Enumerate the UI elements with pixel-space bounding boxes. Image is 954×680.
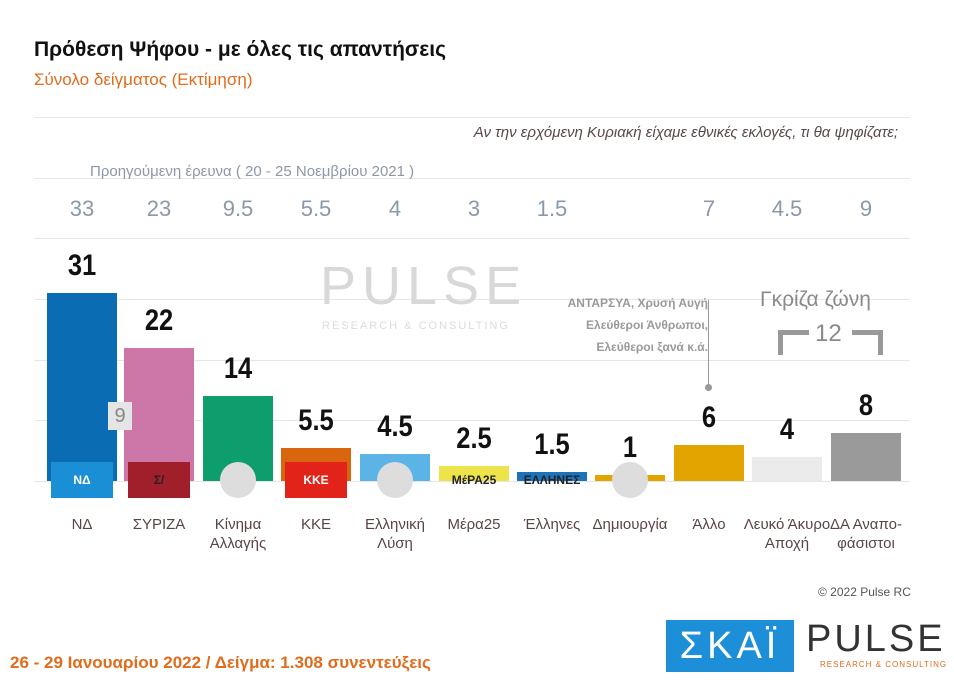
gridline — [34, 420, 910, 421]
gap-badge: 9 — [108, 402, 132, 430]
party-logo-icon: ΝΔ — [51, 462, 113, 498]
category-label: Ελληνική Λύση — [364, 516, 426, 552]
party-logo-icon: ΕΛΛΗΝΕΣ — [523, 473, 581, 487]
value-label: 4.5 — [377, 409, 413, 443]
previous-value: 4.5 — [771, 196, 803, 221]
category-label: ΚΚΕ — [300, 516, 331, 533]
grey-zone-value: 12 — [815, 320, 842, 347]
gridline — [34, 238, 910, 239]
category-label: Δημιουργία — [592, 516, 668, 533]
chart-title: Πρόθεση Ψήφου - με όλες τις απαντήσεις — [34, 38, 447, 61]
previous-value: 7 — [702, 196, 716, 221]
copyright: © 2022 Pulse RC — [818, 585, 911, 599]
bar — [674, 444, 744, 481]
pulse-watermark-sub: RESEARCH & CONSULTING — [322, 320, 510, 332]
category-label: Έλληνες — [523, 516, 581, 533]
note-line: ΑΝΤΑΡΣΥΑ, Χρυσή Αυγή — [567, 296, 708, 310]
bar — [517, 471, 587, 481]
baseline — [34, 481, 910, 482]
bracket-left-icon — [778, 330, 809, 355]
gridline — [34, 178, 910, 179]
gridline — [34, 299, 910, 300]
note-leader-dot — [705, 384, 712, 391]
bar — [47, 293, 117, 481]
bar — [124, 347, 194, 481]
category-label: ΣΥΡΙΖΑ — [132, 516, 186, 533]
party-logo-icon: ΜέΡΑ25 — [451, 473, 497, 487]
chart-subtitle: Σύνολο δείγματος (Εκτίμηση) — [34, 70, 253, 89]
survey-info: 26 - 29 Ιανουαρίου 2022 / Δείγμα: 1.308 … — [10, 653, 431, 672]
previous-value: 3 — [467, 196, 481, 221]
bar — [439, 465, 509, 481]
previous-value: 33 — [69, 196, 95, 221]
bar — [752, 456, 822, 481]
value-label: 6 — [701, 400, 717, 434]
bracket-right-icon — [852, 330, 883, 355]
party-logo-icon: ΚΚΕ — [285, 462, 347, 498]
note-line: Ελεύθεροι Άνθρωποι, — [586, 318, 708, 332]
previous-value: 9 — [859, 196, 873, 221]
grey-zone-label: Γκρίζα ζώνη — [760, 288, 871, 311]
bar — [831, 432, 901, 481]
note-leader-line — [708, 300, 709, 386]
gridline — [34, 117, 910, 118]
party-logo-icon — [769, 462, 805, 498]
pulse-logo-sub: RESEARCH & CONSULTING — [820, 660, 948, 669]
previous-survey-label: Προηγούμενη έρευνα ( 20 - 25 Νοεμβρίου 2… — [90, 163, 415, 180]
party-logo-icon — [612, 462, 648, 498]
category-label: ΔΑ Αναπο-φάσιστοι — [830, 516, 902, 552]
party-logo-icon: Σ/ — [128, 462, 190, 498]
note-line: Ελεύθεροι ξανά κ.ά. — [596, 340, 708, 354]
other-parties-note: ΑΝΤΑΡΣΥΑ, Χρυσή Αυγή Ελεύθεροι Άνθρωποι,… — [540, 292, 708, 358]
party-logo-icon — [220, 462, 256, 498]
value-label: 2.5 — [456, 421, 492, 455]
party-logo-icon — [848, 462, 884, 498]
previous-value: 1.5 — [536, 196, 568, 221]
category-label: ΝΔ — [71, 516, 93, 533]
value-label: 5.5 — [298, 403, 334, 437]
party-logo-icon — [691, 462, 727, 498]
value-label: 1.5 — [534, 427, 570, 461]
previous-value: 4 — [388, 196, 402, 221]
party-logo-icon — [377, 462, 413, 498]
value-label: 31 — [67, 249, 97, 283]
category-label: Λευκό Άκυρο Αποχή — [743, 516, 831, 552]
value-label: 4 — [779, 412, 795, 446]
previous-value: 5.5 — [300, 196, 332, 221]
survey-question: Αν την ερχόμενη Κυριακή είχαμε εθνικές ε… — [473, 124, 898, 141]
gridline — [34, 360, 910, 361]
category-label: Μέρα25 — [447, 516, 501, 533]
value-label: 1 — [622, 430, 638, 464]
pulse-logo: PULSE — [806, 618, 946, 660]
previous-value: 9.5 — [222, 196, 254, 221]
category-label: Άλλο — [692, 516, 726, 533]
skai-logo: ΣΚΑΪ — [666, 620, 794, 672]
previous-value: 23 — [146, 196, 172, 221]
category-label: Κίνημα Αλλαγής — [209, 516, 267, 552]
pulse-watermark: PULSE — [320, 256, 528, 316]
value-label: 14 — [223, 352, 253, 386]
value-label: 8 — [858, 388, 874, 422]
value-label: 22 — [144, 303, 174, 337]
